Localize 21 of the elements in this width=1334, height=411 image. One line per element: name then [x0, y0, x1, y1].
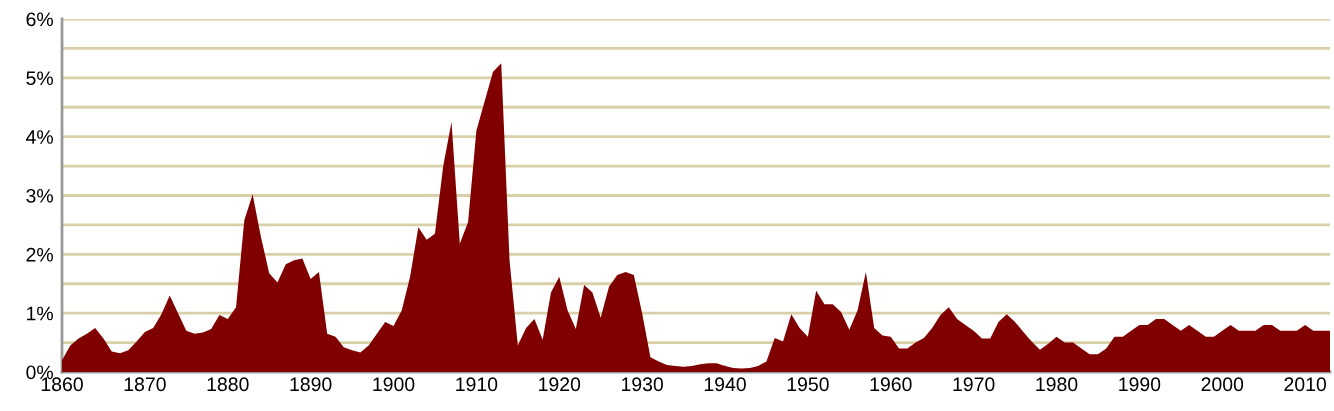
x-tick-label: 2000: [1201, 377, 1244, 392]
x-tick-label: 1950: [787, 377, 829, 392]
x-tick-label: 1890: [290, 377, 332, 392]
x-tick-label: 1960: [870, 377, 912, 392]
x-tick-label: 1990: [1119, 377, 1161, 392]
x-tick-label: 1870: [124, 377, 166, 392]
x-tick-label: 1910: [456, 377, 498, 392]
x-tick-label: 1880: [207, 377, 249, 392]
y-tick-label: 2%: [26, 247, 53, 262]
x-tick-label: 1920: [539, 377, 581, 392]
y-tick-label: 5%: [26, 71, 53, 86]
x-tick-label: 1940: [704, 377, 746, 392]
x-tick-label: 1930: [621, 377, 663, 392]
y-tick-label: 6%: [26, 12, 53, 27]
y-tick-label: 3%: [26, 188, 53, 203]
y-tick-label: 4%: [26, 130, 53, 144]
y-tick-label: 1%: [27, 306, 53, 321]
x-tick-label: 2010: [1284, 377, 1327, 392]
x-tick-label: 1970: [953, 377, 995, 392]
x-tick-label: 1980: [1036, 377, 1078, 392]
x-tick-label: 1900: [373, 377, 415, 392]
